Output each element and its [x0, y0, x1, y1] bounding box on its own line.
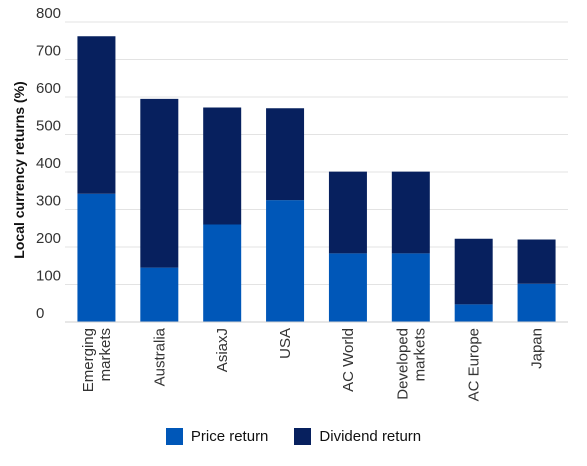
bar-dividend-return	[454, 238, 493, 305]
stacked-bar-chart: 0 100 200 300 400 500 600 700 800 Emergingmarket…	[11, 5, 568, 401]
x-category-label: Australia	[151, 327, 168, 386]
bar-price-return	[391, 253, 430, 322]
x-category-label: AsiaxJ	[214, 328, 231, 372]
legend-swatch-price-return	[165, 428, 183, 445]
x-category-label: AC Europe	[466, 328, 483, 401]
x-category-label: USA	[277, 328, 294, 359]
y-tick-label: 800	[36, 5, 61, 22]
legend-swatch-dividend-return	[294, 428, 312, 445]
y-tick-label: 100	[36, 268, 61, 285]
bar-price-return	[203, 224, 242, 322]
y-tick-label: 500	[36, 118, 61, 135]
bar-dividend-return	[266, 108, 305, 201]
x-category-label: Emergingmarkets	[80, 328, 114, 392]
y-tick-label: 0	[36, 305, 44, 322]
y-axis-title: Local currency returns (%)	[11, 81, 27, 258]
bar-dividend-return	[328, 171, 367, 254]
legend-label-price-return: Price return	[190, 428, 269, 445]
bar-price-return	[140, 267, 179, 322]
bar-dividend-return	[140, 98, 179, 268]
x-axis-labels: Emergingmarkets Australia AsiaxJ USA AC Worl…	[80, 327, 546, 401]
legend-item-price-return: Price return	[165, 428, 269, 445]
legend-item-dividend-return: Dividend return	[294, 428, 421, 445]
bar-price-return	[517, 283, 556, 322]
bars	[77, 36, 556, 322]
y-tick-label: 700	[36, 43, 61, 60]
bar-price-return	[266, 200, 305, 322]
bar-price-return	[77, 193, 116, 322]
legend-label-dividend-return: Dividend return	[319, 428, 422, 445]
bar-dividend-return	[77, 36, 116, 194]
bar-dividend-return	[391, 171, 430, 254]
bar-dividend-return	[203, 107, 242, 225]
bar-price-return	[454, 304, 493, 322]
bar-price-return	[328, 253, 367, 322]
legend: Price return Dividend return	[0, 428, 587, 445]
y-axis-ticks: 0 100 200 300 400 500 600 700 800	[36, 5, 61, 322]
y-tick-label: 200	[36, 230, 61, 247]
x-category-label: AC World	[340, 328, 357, 392]
bar-dividend-return	[517, 239, 556, 284]
y-tick-label: 600	[36, 80, 61, 97]
x-category-label: Developedmarkets	[394, 328, 428, 400]
x-category-label: Japan	[529, 328, 546, 369]
y-tick-label: 300	[36, 193, 61, 210]
y-tick-label: 400	[36, 155, 61, 172]
